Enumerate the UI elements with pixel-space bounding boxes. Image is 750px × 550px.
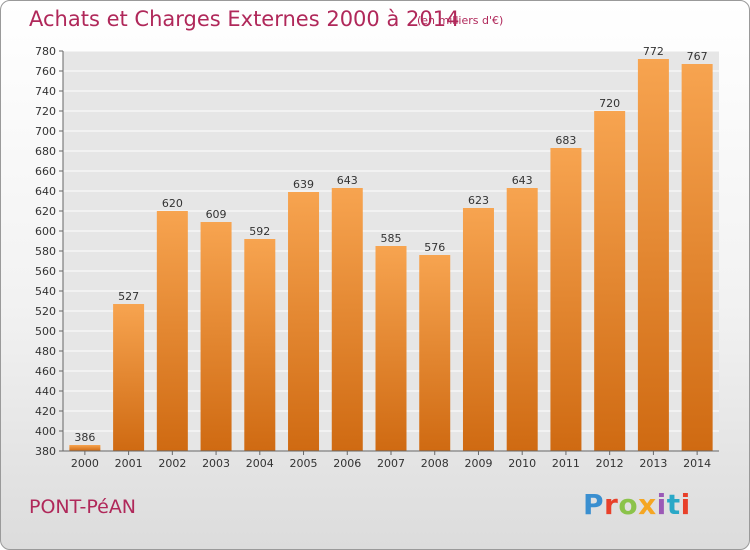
brand-letter: i [656, 488, 667, 521]
y-tick-label: 680 [35, 145, 56, 158]
y-tick-label: 640 [35, 185, 56, 198]
x-tick-label-2000: 2000 [71, 457, 99, 470]
bar-2007 [375, 246, 407, 451]
x-tick-label-2008: 2008 [421, 457, 449, 470]
x-tick-label-2005: 2005 [290, 457, 318, 470]
value-label-2007: 585 [381, 232, 402, 245]
brand-letter: t [666, 488, 681, 521]
bars: 386 527 620 609 592 639 643 585 576 623 643 683 720 7… [69, 45, 713, 451]
bar-2008 [419, 255, 451, 451]
value-label-2011: 683 [555, 134, 576, 147]
y-tick-label: 440 [35, 385, 56, 398]
y-tick-label: 500 [35, 325, 56, 338]
brand-logo: Proxiti [583, 488, 691, 521]
y-tick-label: 600 [35, 225, 56, 238]
y-tick-label: 620 [35, 205, 56, 218]
value-label-2004: 592 [249, 225, 270, 238]
bar-2011 [550, 148, 582, 451]
brand-letter: o [618, 488, 639, 521]
x-tick-label-2012: 2012 [596, 457, 624, 470]
y-tick-label: 720 [35, 105, 56, 118]
value-label-2012: 720 [599, 97, 620, 110]
y-tick-label: 740 [35, 85, 56, 98]
x-tick-label-2014: 2014 [683, 457, 711, 470]
y-tick-label: 560 [35, 265, 56, 278]
x-tick-label-2002: 2002 [158, 457, 186, 470]
bar-2003 [200, 222, 232, 451]
value-label-2010: 643 [512, 174, 533, 187]
x-axis: 2000 2001 2002 2003 2004 2005 2006 2007 2008 2009… [63, 450, 719, 470]
x-tick-label-2006: 2006 [333, 457, 361, 470]
y-tick-label: 700 [35, 125, 56, 138]
y-tick-label: 760 [35, 65, 56, 78]
brand-letter: i [680, 488, 691, 521]
x-tick-label-2007: 2007 [377, 457, 405, 470]
brand-letter: r [604, 488, 619, 521]
value-label-2000: 386 [74, 431, 95, 444]
value-label-2001: 527 [118, 290, 139, 303]
y-tick-label: 400 [35, 425, 56, 438]
value-label-2013: 772 [643, 45, 664, 58]
bar-2001 [113, 304, 145, 451]
value-label-2005: 639 [293, 178, 314, 191]
chart-unit: (en milliers d'€) [417, 14, 504, 27]
y-tick-label: 420 [35, 405, 56, 418]
y-tick-label: 580 [35, 245, 56, 258]
x-tick-label-2013: 2013 [639, 457, 667, 470]
x-tick-label-2001: 2001 [115, 457, 143, 470]
value-label-2008: 576 [424, 241, 445, 254]
value-label-2006: 643 [337, 174, 358, 187]
value-label-2014: 767 [687, 50, 708, 63]
value-label-2003: 609 [206, 208, 227, 221]
value-label-2009: 623 [468, 194, 489, 207]
y-tick-label: 540 [35, 285, 56, 298]
value-label-2002: 620 [162, 197, 183, 210]
chart-title: Achats et Charges Externes 2000 à 2014 [29, 7, 460, 31]
y-axis: 380 400 420 440 460 480 500 520 540 560 580 600 620 6… [35, 45, 64, 458]
brand-letter: P [583, 488, 605, 521]
bar-2013 [637, 59, 669, 451]
x-tick-label-2010: 2010 [508, 457, 536, 470]
bar-2000 [69, 445, 101, 451]
bar-2002 [156, 211, 188, 451]
y-tick-label: 480 [35, 345, 56, 358]
bar-2014 [681, 64, 713, 451]
bar-2010 [506, 188, 538, 451]
y-tick-label: 780 [35, 45, 56, 58]
bar-2012 [594, 111, 626, 451]
y-tick-label: 520 [35, 305, 56, 318]
bar-2009 [462, 208, 494, 451]
y-tick-label: 660 [35, 165, 56, 178]
place-name: PONT-PéAN [29, 496, 137, 518]
x-tick-label-2011: 2011 [552, 457, 580, 470]
bar-2004 [244, 239, 276, 451]
x-tick-label-2004: 2004 [246, 457, 274, 470]
x-tick-label-2009: 2009 [464, 457, 492, 470]
x-tick-label-2003: 2003 [202, 457, 230, 470]
bar-2005 [288, 192, 320, 451]
y-tick-label: 380 [35, 445, 56, 458]
bar-2006 [331, 188, 363, 451]
y-tick-label: 460 [35, 365, 56, 378]
brand-letter: x [638, 488, 657, 521]
